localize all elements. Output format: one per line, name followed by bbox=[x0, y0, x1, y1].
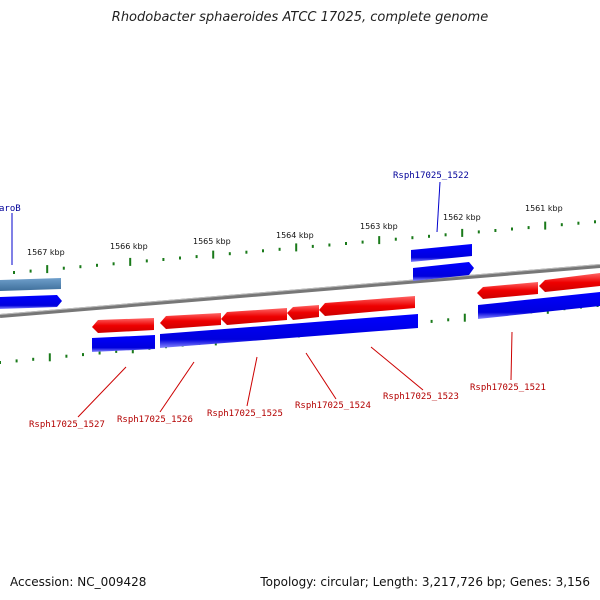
upper-minor-tick bbox=[527, 226, 530, 230]
label-rsph17025-1525: Rsph17025_1525 bbox=[207, 409, 283, 419]
upper-minor-tick bbox=[361, 240, 364, 244]
tick-label-1562: 1562 kbp bbox=[443, 213, 481, 222]
label-rsph17025-1522: Rsph17025_1522 bbox=[393, 171, 469, 181]
upper-minor-tick bbox=[179, 256, 181, 260]
upper-minor-tick bbox=[62, 266, 65, 270]
genome-summary-text: Topology: circular; Length: 3,217,726 bp… bbox=[260, 575, 590, 589]
upper-minor-tick bbox=[560, 223, 563, 227]
accession-text: Accession: NC_009428 bbox=[10, 575, 147, 589]
gene-aroB[interactable] bbox=[0, 278, 61, 291]
lower-major-tick bbox=[463, 313, 466, 322]
gene-rsph17025-1523-red[interactable] bbox=[319, 296, 415, 316]
gene-blue-left[interactable] bbox=[0, 295, 62, 309]
gene-rsph17025-1521-red-a[interactable] bbox=[477, 282, 538, 299]
upper-minor-tick bbox=[444, 233, 447, 237]
forward-genes-outer bbox=[0, 244, 474, 309]
tick-row-upper bbox=[13, 220, 596, 274]
upper-minor-tick bbox=[245, 250, 248, 254]
label-aroB: aroB bbox=[0, 204, 21, 214]
upper-minor-tick bbox=[112, 262, 115, 266]
upper-minor-tick bbox=[311, 244, 314, 248]
gene-rsph17025-1522-b[interactable] bbox=[413, 262, 474, 281]
upper-minor-tick bbox=[511, 227, 513, 231]
lower-minor-tick bbox=[32, 357, 35, 361]
tick-label-1567: 1567 kbp bbox=[27, 248, 65, 257]
upper-major-tick bbox=[378, 236, 381, 245]
genome-backbone bbox=[0, 264, 600, 318]
lower-minor-tick bbox=[82, 353, 84, 357]
lower-minor-tick bbox=[98, 351, 101, 355]
tick-label-1561: 1561 kbp bbox=[525, 204, 563, 213]
leader-1521 bbox=[510, 331, 513, 381]
lower-major-tick bbox=[48, 353, 51, 362]
forward-genes-inner bbox=[92, 292, 600, 352]
gene-labels: aroB Rsph17025_1522 Rsph17025_1527 Rsph1… bbox=[0, 171, 546, 430]
upper-major-tick bbox=[461, 228, 464, 237]
upper-minor-tick bbox=[262, 249, 264, 253]
upper-major-tick bbox=[212, 250, 215, 259]
lower-minor-tick bbox=[447, 318, 450, 322]
upper-minor-tick bbox=[411, 236, 414, 240]
lower-minor-tick bbox=[15, 359, 18, 363]
gene-rsph17025-1527-red[interactable] bbox=[92, 318, 154, 333]
upper-major-tick bbox=[544, 221, 547, 230]
upper-minor-tick bbox=[228, 252, 231, 256]
leader-1525 bbox=[246, 356, 258, 407]
upper-minor-tick bbox=[345, 242, 347, 245]
map-title: Rhodobacter sphaeroides ATCC 17025, comp… bbox=[111, 10, 489, 25]
upper-minor-tick bbox=[477, 230, 480, 234]
upper-minor-tick bbox=[328, 243, 331, 247]
gene-rsph17025-1521-red-b[interactable] bbox=[539, 273, 600, 292]
label-rsph17025-1524: Rsph17025_1524 bbox=[295, 401, 371, 411]
upper-major-tick bbox=[295, 243, 298, 252]
upper-minor-tick bbox=[13, 271, 15, 274]
leader-1526 bbox=[159, 361, 195, 413]
lower-minor-tick bbox=[115, 349, 118, 353]
gene-rsph17025-1527-blue[interactable] bbox=[92, 335, 155, 352]
gene-rsph17025-1526-red[interactable] bbox=[160, 313, 221, 329]
tick-label-1565: 1565 kbp bbox=[193, 237, 231, 246]
lower-minor-tick bbox=[0, 361, 1, 364]
tick-labels: 1567 kbp 1566 kbp 1565 kbp 1564 kbp 1563… bbox=[27, 204, 563, 257]
upper-major-tick bbox=[129, 257, 132, 266]
upper-minor-tick bbox=[494, 229, 497, 232]
upper-minor-tick bbox=[594, 220, 596, 224]
upper-minor-tick bbox=[278, 247, 281, 251]
leader-1522 bbox=[436, 181, 441, 233]
tick-label-1564: 1564 kbp bbox=[276, 231, 314, 240]
gene-rsph17025-1522-a[interactable] bbox=[411, 244, 472, 262]
upper-minor-tick bbox=[96, 263, 98, 267]
tick-label-1566: 1566 kbp bbox=[110, 242, 148, 251]
upper-minor-tick bbox=[428, 234, 430, 238]
gene-rsph17025-1524-red[interactable] bbox=[287, 305, 319, 320]
upper-minor-tick bbox=[29, 269, 32, 273]
upper-minor-tick bbox=[577, 221, 580, 225]
tick-label-1563: 1563 kbp bbox=[360, 222, 398, 231]
gene-rsph17025-1521-blue[interactable] bbox=[478, 292, 600, 319]
label-rsph17025-1521: Rsph17025_1521 bbox=[470, 383, 546, 393]
lower-minor-tick bbox=[65, 354, 68, 358]
upper-minor-tick bbox=[79, 265, 82, 269]
upper-minor-tick bbox=[195, 255, 198, 259]
gene-rsph17025-1525-red[interactable] bbox=[221, 308, 287, 325]
label-rsph17025-1527: Rsph17025_1527 bbox=[29, 420, 105, 430]
label-leaders bbox=[11, 181, 513, 418]
lower-minor-tick bbox=[430, 319, 433, 323]
upper-major-tick bbox=[46, 265, 49, 274]
upper-minor-tick bbox=[145, 259, 148, 263]
label-rsph17025-1523: Rsph17025_1523 bbox=[383, 392, 459, 402]
label-rsph17025-1526: Rsph17025_1526 bbox=[117, 415, 193, 425]
upper-minor-tick bbox=[394, 237, 397, 241]
leader-1523 bbox=[370, 346, 424, 391]
leader-1527 bbox=[77, 366, 127, 418]
gene-rsph17025-1526-1523-blue[interactable] bbox=[160, 314, 418, 348]
leader-1524 bbox=[305, 352, 337, 400]
reverse-genes bbox=[92, 273, 600, 333]
upper-minor-tick bbox=[162, 258, 165, 261]
